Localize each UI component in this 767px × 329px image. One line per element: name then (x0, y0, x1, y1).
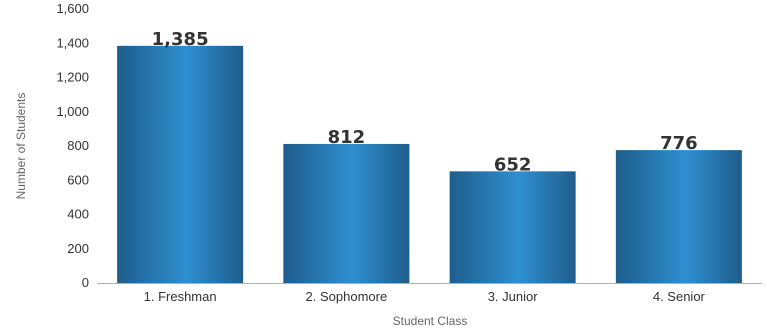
y-tick-label: 0 (82, 275, 89, 290)
data-label: 776 (660, 133, 698, 154)
y-tick-label: 1,600 (56, 1, 89, 16)
y-axis-title: Number of Students (14, 93, 28, 200)
bar (449, 171, 576, 283)
y-axis: 0 200 400 600 800 1,000 1,200 1,400 1,600 (56, 1, 89, 290)
y-tick-label: 1,200 (56, 70, 89, 85)
x-tick-label: 4. Senior (653, 289, 706, 304)
y-tick-label: 600 (67, 172, 89, 187)
x-axis: 1. Freshman 2. Sophomore 3. Junior 4. Senio… (144, 289, 706, 304)
x-axis-title: Student Class (393, 314, 468, 328)
y-tick-label: 1,000 (56, 104, 89, 119)
data-label: 1,385 (152, 29, 209, 50)
bar (615, 150, 742, 283)
bar (117, 45, 244, 283)
data-label: 652 (494, 154, 532, 175)
x-tick-label: 1. Freshman (144, 289, 217, 304)
x-tick-label: 3. Junior (488, 289, 539, 304)
x-tick-label: 2. Sophomore (306, 289, 388, 304)
y-tick-label: 200 (67, 241, 89, 256)
data-label: 812 (328, 127, 366, 148)
bar (283, 143, 410, 283)
y-tick-label: 400 (67, 207, 89, 222)
y-tick-label: 1,400 (56, 35, 89, 50)
y-tick-label: 800 (67, 138, 89, 153)
bars: 1,385 812 652 776 (117, 29, 742, 283)
